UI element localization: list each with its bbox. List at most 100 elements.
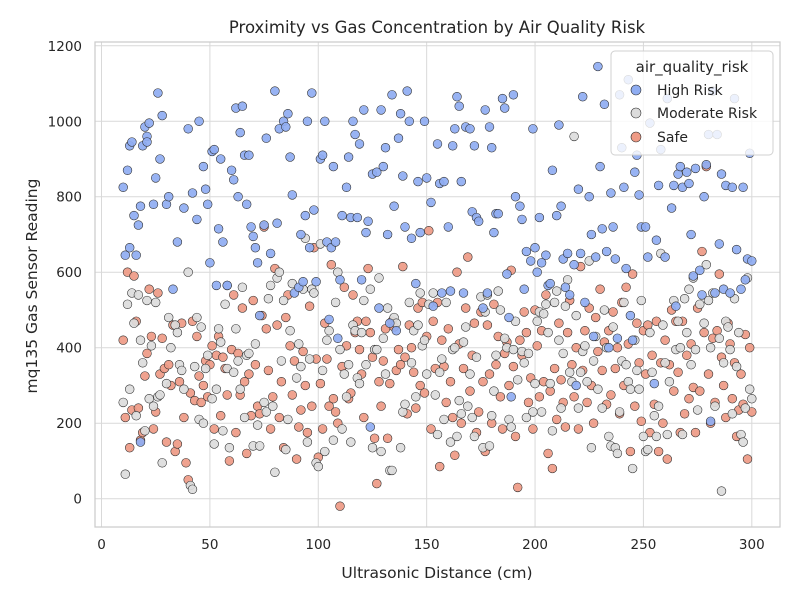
data-point-safe [328, 394, 339, 404]
data-point-moderate-risk [309, 288, 319, 298]
data-point-high-risk [621, 263, 631, 274]
data-point-high-risk [569, 260, 579, 270]
data-point-safe [697, 246, 707, 257]
y-tick-label: 800 [56, 190, 82, 206]
data-point-safe [504, 380, 514, 391]
data-point-safe [495, 392, 506, 402]
data-point-safe [298, 346, 308, 357]
data-point-moderate-risk [285, 326, 295, 336]
data-point-high-risk [727, 182, 737, 192]
data-point-high-risk [200, 184, 211, 194]
data-point-high-risk [682, 167, 692, 177]
data-point-safe [658, 418, 668, 428]
data-point-high-risk [218, 237, 228, 247]
data-point-moderate-risk [588, 356, 599, 366]
data-point-safe [727, 394, 737, 404]
data-point-safe [369, 433, 380, 443]
data-point-safe [690, 427, 701, 438]
data-point-high-risk [287, 190, 297, 200]
data-point-safe [287, 390, 297, 400]
data-point-safe [272, 320, 282, 330]
data-point-high-risk [131, 250, 141, 260]
data-point-safe [593, 346, 603, 357]
data-point-moderate-risk [359, 295, 369, 306]
data-point-high-risk [411, 278, 421, 289]
data-point-moderate-risk [250, 339, 261, 349]
data-point-moderate-risk [380, 369, 391, 379]
x-tick-label: 100 [305, 537, 331, 553]
data-point-moderate-risk [313, 461, 323, 472]
data-point-high-risk [445, 286, 456, 296]
data-point-high-risk [226, 165, 237, 175]
data-point-safe [580, 326, 590, 336]
data-point-high-risk [125, 243, 135, 253]
data-point-moderate-risk [608, 322, 618, 332]
data-point-high-risk [556, 201, 566, 211]
data-point-high-risk [439, 176, 449, 187]
data-point-safe [556, 375, 566, 385]
data-point-safe [218, 352, 228, 362]
data-point-safe [497, 424, 508, 434]
data-point-safe [549, 363, 560, 374]
data-point-moderate-risk [372, 344, 382, 355]
data-point-high-risk [595, 161, 605, 172]
data-point-moderate-risk [710, 401, 720, 411]
data-point-high-risk [521, 246, 532, 257]
data-point-safe [608, 307, 618, 317]
data-point-safe [372, 478, 382, 489]
data-point-moderate-risk [614, 407, 625, 417]
legend: air_quality_risk High Risk Moderate Risk… [610, 50, 774, 156]
data-point-safe [532, 341, 542, 351]
data-point-moderate-risk [643, 444, 653, 455]
data-point-safe [393, 344, 404, 355]
data-point-safe [445, 377, 456, 387]
data-point-moderate-risk [411, 392, 421, 402]
data-point-safe [265, 424, 276, 434]
data-point-high-risk [710, 288, 720, 298]
legend-box [610, 50, 774, 156]
data-point-high-risk [118, 182, 128, 192]
data-point-moderate-risk [382, 303, 393, 313]
data-point-moderate-risk [213, 324, 224, 334]
data-point-safe [653, 446, 664, 457]
data-point-high-risk [359, 105, 369, 115]
data-point-high-risk [493, 209, 503, 219]
data-point-moderate-risk [692, 405, 703, 415]
data-point-high-risk [400, 222, 410, 232]
data-point-moderate-risk [556, 403, 566, 413]
data-point-high-risk [510, 192, 521, 202]
data-point-moderate-risk [686, 360, 696, 370]
data-point-safe [374, 377, 384, 387]
data-point-safe [484, 369, 495, 379]
data-point-high-risk [307, 88, 317, 98]
data-point-safe [679, 409, 690, 419]
data-point-safe [669, 386, 679, 396]
data-point-high-risk [350, 129, 360, 140]
data-point-high-risk [348, 116, 358, 126]
data-point-safe [660, 335, 670, 345]
data-point-moderate-risk [467, 412, 477, 423]
data-point-safe [684, 394, 694, 404]
data-point-high-risk [443, 222, 453, 232]
y-tick-label: 1200 [48, 39, 82, 55]
data-point-high-risk [374, 303, 384, 313]
data-point-safe [216, 411, 226, 421]
data-point-safe [326, 260, 336, 270]
data-point-high-risk [244, 150, 254, 160]
data-point-moderate-risk [435, 367, 445, 377]
data-point-moderate-risk [148, 401, 159, 411]
data-point-moderate-risk [428, 288, 438, 298]
data-point-moderate-risk [727, 409, 737, 419]
chart-title: Proximity vs Gas Concentration by Air Qu… [229, 18, 646, 37]
data-point-moderate-risk [328, 435, 339, 445]
data-point-safe [630, 401, 640, 411]
data-point-high-risk [356, 275, 367, 285]
data-point-moderate-risk [469, 431, 480, 442]
data-point-high-risk [144, 118, 154, 128]
data-point-high-risk [452, 92, 462, 102]
data-point-moderate-risk [322, 335, 332, 345]
data-point-safe [547, 463, 558, 474]
data-point-safe [153, 288, 163, 298]
data-point-high-risk [612, 333, 623, 343]
data-point-safe [274, 412, 284, 423]
